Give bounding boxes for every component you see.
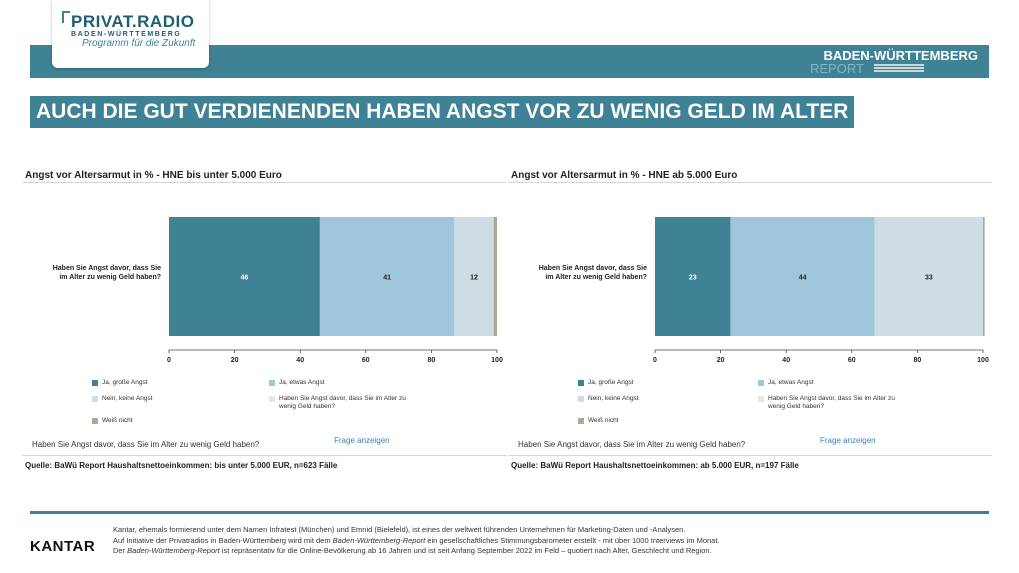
question-text: Haben Sie Angst davor, dass Sie im Alter… bbox=[518, 440, 746, 449]
bar-segment bbox=[454, 217, 494, 336]
legend-swatch bbox=[758, 396, 764, 402]
page-headline: AUCH DIE GUT VERDIENENDEN HABEN ANGST VO… bbox=[30, 96, 855, 128]
bar-segment bbox=[983, 217, 985, 336]
legend-swatch bbox=[92, 380, 98, 386]
chart-panel-right: Angst vor Altersarmut in % - HNE ab 5.00… bbox=[508, 166, 992, 476]
bar-segment bbox=[655, 217, 731, 336]
logo-bracket-icon bbox=[62, 11, 70, 23]
show-question-link[interactable]: Frage anzeigen bbox=[820, 436, 876, 445]
chart-title: Angst vor Altersarmut in % - HNE ab 5.00… bbox=[511, 170, 738, 181]
panel-divider bbox=[22, 455, 506, 456]
x-tick-label: 40 bbox=[296, 357, 304, 364]
footer-line: Auf Initiative der Privatradios in Baden… bbox=[113, 535, 720, 545]
bar-segment bbox=[730, 217, 875, 336]
x-tick-label: 100 bbox=[491, 357, 503, 364]
bar-segment bbox=[169, 217, 320, 336]
report-stripes-icon bbox=[874, 64, 924, 74]
logo-main-text: PRIVAT.RADIO bbox=[71, 12, 195, 31]
x-tick-label: 100 bbox=[977, 357, 989, 364]
legend-swatch bbox=[269, 396, 275, 402]
bw-report-subtitle: REPORT bbox=[810, 61, 864, 76]
x-tick-label: 80 bbox=[914, 357, 922, 364]
legend-swatch bbox=[269, 380, 275, 386]
chart-panel-left: Angst vor Altersarmut in % - HNE bis unt… bbox=[22, 166, 506, 476]
data-label: 41 bbox=[383, 275, 391, 282]
show-question-link[interactable]: Frage anzeigen bbox=[334, 436, 390, 445]
bar-segment bbox=[493, 217, 497, 336]
x-tick-label: 0 bbox=[653, 357, 657, 364]
bar-segment bbox=[874, 217, 983, 336]
logo-sub-text: BADEN-WÜRTTEMBERG bbox=[71, 31, 182, 38]
data-label: 23 bbox=[689, 275, 697, 282]
data-label: 46 bbox=[241, 275, 249, 282]
x-tick-label: 20 bbox=[717, 357, 725, 364]
legend-swatch bbox=[578, 418, 584, 424]
bar-segment bbox=[319, 217, 455, 336]
panel-divider bbox=[508, 455, 992, 456]
source-note: Quelle: BaWü Report Haushaltsnettoeinkom… bbox=[25, 461, 338, 470]
footer-divider bbox=[30, 511, 989, 514]
x-tick-label: 40 bbox=[782, 357, 790, 364]
legend-swatch bbox=[92, 418, 98, 424]
category-label: Haben Sie Angst davor, dass Sie im Alter … bbox=[53, 265, 161, 281]
x-tick-label: 60 bbox=[362, 357, 370, 364]
data-label: 44 bbox=[799, 275, 807, 282]
legend-swatch bbox=[578, 396, 584, 402]
kantar-logo: KANTAR bbox=[30, 538, 96, 555]
footer-line: Der Baden-Württemberg-Report ist repräse… bbox=[113, 546, 712, 555]
x-tick-label: 20 bbox=[231, 357, 239, 364]
question-text: Haben Sie Angst davor, dass Sie im Alter… bbox=[32, 440, 260, 449]
chart-title: Angst vor Altersarmut in % - HNE bis unt… bbox=[25, 170, 282, 181]
x-tick-label: 80 bbox=[428, 357, 436, 364]
panel-divider bbox=[22, 182, 506, 183]
footer-line: Kantar, ehemals formierend unter dem Nam… bbox=[113, 525, 686, 534]
footer-text: Kantar, ehemals formierend unter dem Nam… bbox=[113, 525, 983, 557]
x-tick-label: 60 bbox=[848, 357, 856, 364]
stacked-bar-chart: 46 41 12 Haben Sie Angst davor, dass Sie im … bbox=[53, 217, 503, 364]
source-note: Quelle: BaWü Report Haushaltsnettoeinkom… bbox=[511, 461, 799, 470]
legend-swatch bbox=[578, 380, 584, 386]
data-label: 12 bbox=[470, 275, 478, 282]
bw-report-title: BADEN-WÜRTTEMBERG bbox=[823, 48, 978, 63]
data-label: 33 bbox=[925, 275, 933, 282]
privat-radio-logo: PRIVAT.RADIO BADEN-WÜRTTEMBERG Programm … bbox=[52, 0, 209, 68]
category-label: Haben Sie Angst davor, dass Sie im Alter … bbox=[539, 265, 647, 281]
x-tick-label: 0 bbox=[167, 357, 171, 364]
panel-divider bbox=[508, 182, 992, 183]
stacked-bar-chart: 23 44 33 Haben Sie Angst davor, dass Sie im … bbox=[539, 217, 989, 364]
legend-swatch bbox=[758, 380, 764, 386]
logo-tagline: Programm für die Zukunft bbox=[82, 38, 196, 49]
legend-swatch bbox=[92, 396, 98, 402]
